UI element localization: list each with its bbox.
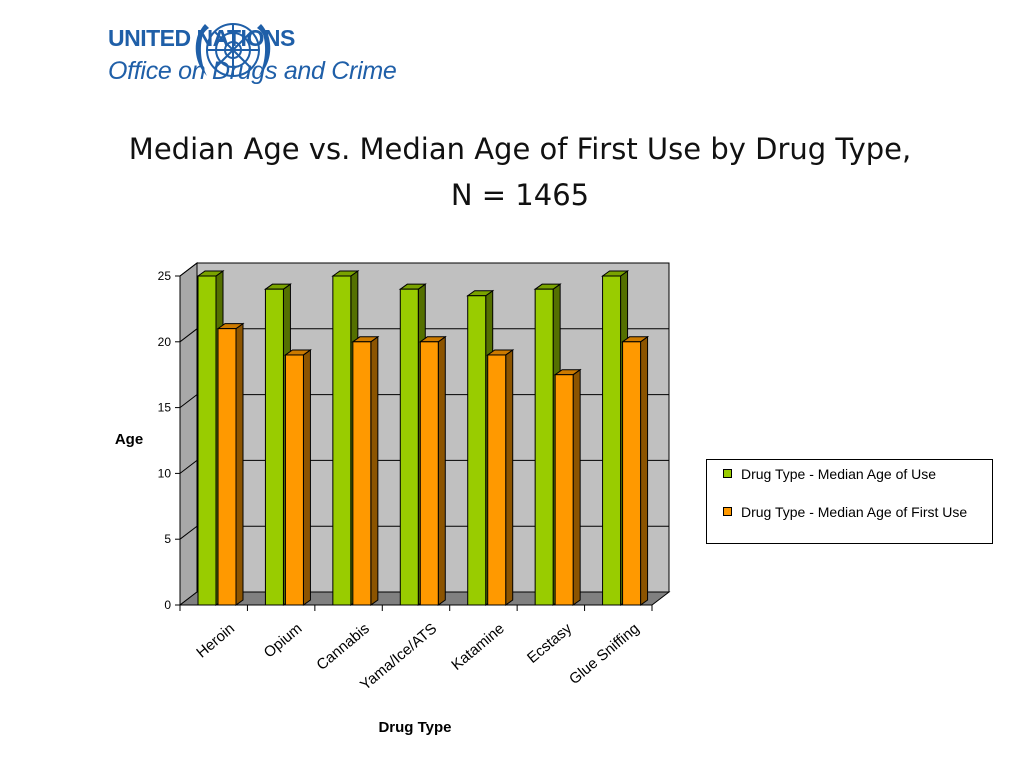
legend-swatch xyxy=(723,507,732,516)
bar-side xyxy=(370,335,379,606)
chart-side-wall xyxy=(179,261,198,607)
bar-front xyxy=(217,328,237,606)
y-tick-label: 25 xyxy=(158,269,172,283)
bar-front xyxy=(487,354,507,606)
legend-item: Drug Type - Median Age of First Use xyxy=(723,503,985,521)
bar xyxy=(418,335,447,606)
bar xyxy=(283,348,312,606)
bar-front xyxy=(264,288,284,606)
y-tick-label: 0 xyxy=(164,598,171,612)
bar-front xyxy=(622,341,642,606)
org-name-line2: Office on Drugs and Crime xyxy=(108,57,397,85)
legend-label: Drug Type - Median Age of First Use xyxy=(741,504,968,520)
x-tick-label: Cannabis xyxy=(313,620,372,674)
bar-front xyxy=(534,288,554,606)
y-tick-label: 5 xyxy=(164,532,171,546)
bar-side xyxy=(640,335,649,606)
org-name-line1: UNITED NATIONS xyxy=(108,25,295,51)
bar-front xyxy=(602,275,622,606)
bar-front xyxy=(332,275,352,606)
chart-title: Median Age vs. Median Age of First Use b… xyxy=(128,132,912,212)
bar xyxy=(351,335,380,606)
bar-side xyxy=(505,348,514,606)
bar xyxy=(216,322,245,606)
bar-front xyxy=(419,341,439,606)
bar-side xyxy=(235,322,244,606)
legend-item: Drug Type - Median Age of Use xyxy=(723,465,985,483)
bar-side xyxy=(437,335,446,606)
bar xyxy=(486,348,515,606)
y-tick-label: 10 xyxy=(158,466,172,480)
x-tick-label: Ecstasy xyxy=(524,620,576,667)
bar-front xyxy=(284,354,304,606)
bar-front xyxy=(399,288,419,606)
chart-legend: Drug Type - Median Age of Use Drug Type … xyxy=(706,459,993,544)
bar xyxy=(553,368,582,606)
bar xyxy=(621,335,650,606)
gridline xyxy=(179,328,669,343)
x-axis-label: Drug Type xyxy=(378,719,451,736)
bar-front xyxy=(352,341,372,606)
bar-front xyxy=(467,295,487,606)
y-tick-label: 20 xyxy=(158,335,172,349)
bar-side xyxy=(302,348,311,606)
legend-swatch xyxy=(723,469,732,478)
x-tick-label: Glue Sniffing xyxy=(566,620,643,688)
gridline xyxy=(179,262,669,277)
un-emblem-icon xyxy=(195,23,271,77)
y-tick-label: 15 xyxy=(158,401,172,415)
x-tick-label: Opium xyxy=(261,620,306,661)
y-axis-label: Age xyxy=(115,431,143,448)
bar-side xyxy=(572,368,581,606)
bar-front xyxy=(197,275,217,606)
legend-label: Drug Type - Median Age of Use xyxy=(741,466,937,482)
x-tick-label: Katamine xyxy=(448,620,507,674)
bar-front xyxy=(554,374,574,606)
x-tick-label: Heroin xyxy=(193,620,238,661)
